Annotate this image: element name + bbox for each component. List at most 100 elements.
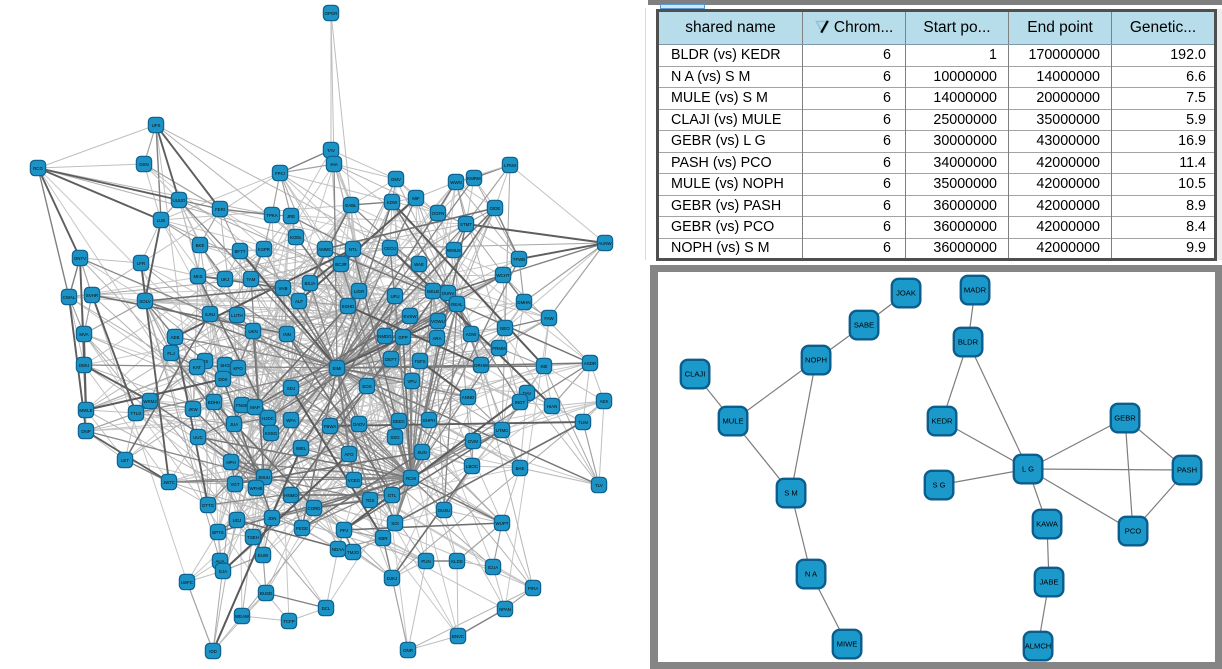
svg-text:WFA: WFA (286, 418, 296, 423)
svg-text:MIF: MIF (412, 196, 420, 201)
svg-text:AUNW: AUNW (598, 241, 612, 246)
svg-text:GHPH: GHPH (423, 418, 436, 423)
svg-text:NPAN: NPAN (499, 607, 511, 612)
svg-text:WFHB: WFHB (250, 486, 263, 491)
svg-text:OUNV: OUNV (442, 291, 455, 296)
svg-text:ANND: ANND (462, 395, 474, 400)
svg-text:HPH: HPH (226, 460, 235, 465)
svg-text:FBWA: FBWA (324, 424, 337, 429)
svg-text:ONR: ONR (403, 648, 413, 653)
svg-text:MVA: MVA (79, 332, 88, 337)
svg-text:LUTH: LUTH (231, 313, 242, 318)
svg-text:NOPH: NOPH (805, 356, 827, 365)
svg-text:IHA: IHA (330, 162, 337, 167)
svg-text:DVM: DVM (468, 439, 478, 444)
svg-text:LFKM: LFKM (504, 163, 516, 168)
svg-text:KSPR: KSPR (258, 247, 270, 252)
svg-text:SVHR: SVHR (86, 293, 98, 298)
svg-text:FERI: FERI (215, 207, 225, 212)
svg-text:MAP: MAP (250, 405, 260, 410)
svg-text:LUE: LUE (157, 218, 166, 223)
svg-text:VCEG: VCEG (348, 478, 361, 483)
svg-text:DMHN: DMHN (517, 300, 530, 305)
svg-text:ICUA: ICUA (488, 565, 499, 570)
svg-text:HIAN: HIAN (547, 404, 558, 409)
svg-text:PRMM: PRMM (492, 346, 506, 351)
svg-text:ALF: ALF (295, 299, 303, 304)
svg-text:CORD: CORD (308, 506, 321, 511)
svg-text:BNVC: BNVC (452, 634, 464, 639)
svg-text:JOAK: JOAK (896, 289, 916, 298)
svg-text:MWLE: MWLE (79, 408, 92, 413)
svg-text:IWEL: IWEL (296, 446, 307, 451)
svg-text:JRE: JRE (287, 214, 295, 219)
svg-text:SUN: SUN (417, 450, 426, 455)
svg-text:HJDC: HJDC (262, 416, 274, 421)
svg-text:TMJO: TMJO (347, 550, 360, 555)
svg-text:TAV: TAV (327, 148, 335, 153)
svg-text:VPU: VPU (407, 379, 416, 384)
svg-text:EJA: EJA (219, 569, 227, 574)
svg-text:ASDR: ASDR (584, 361, 596, 366)
svg-text:OPGR: OPGR (325, 11, 338, 16)
svg-text:JMUU: JMUU (258, 475, 270, 480)
svg-text:KLDS: KLDS (451, 559, 463, 564)
svg-text:DEFT: DEFT (385, 357, 397, 362)
svg-text:DCL: DCL (322, 606, 331, 611)
svg-text:PASH: PASH (1177, 466, 1197, 475)
svg-text:VHB: VHB (278, 286, 287, 291)
svg-text:PIRA: PIRA (528, 586, 538, 591)
svg-text:OIDE: OIDE (490, 206, 501, 211)
svg-text:JUA: JUA (230, 422, 238, 427)
svg-text:LIGR: LIGR (354, 289, 364, 294)
svg-text:DJKJ: DJKJ (387, 576, 398, 581)
svg-text:AFG: AFG (344, 452, 354, 457)
svg-text:MIIS: MIIS (193, 274, 202, 279)
svg-text:CWAL: CWAL (63, 295, 76, 300)
svg-text:EUW: EUW (258, 553, 269, 558)
svg-text:EOS: EOS (362, 384, 371, 389)
svg-text:LWFC: LWFC (181, 580, 193, 585)
svg-text:SSG: SSG (390, 435, 400, 440)
svg-text:KSSG: KSSG (265, 431, 278, 436)
svg-text:INGT: INGT (515, 400, 526, 405)
svg-text:SABE: SABE (854, 321, 874, 330)
svg-text:FAW: FAW (544, 316, 554, 321)
svg-text:GEBR: GEBR (1114, 414, 1136, 423)
svg-text:MADR: MADR (964, 286, 987, 295)
svg-text:GMV: GMV (391, 177, 401, 182)
svg-text:FNSK: FNSK (236, 403, 248, 408)
svg-text:DEEC: DEEC (393, 419, 405, 424)
svg-text:JIS: JIS (202, 359, 208, 364)
svg-text:BLDR: BLDR (958, 338, 979, 347)
svg-text:WRMJ: WRMJ (143, 399, 156, 404)
svg-text:KODL: KODL (290, 235, 303, 240)
svg-text:HNMO: HNMO (284, 493, 298, 498)
svg-text:UKJ: UKJ (221, 277, 229, 282)
svg-text:NEO: NEO (500, 326, 510, 331)
svg-text:WUPT: WUPT (496, 521, 509, 526)
svg-text:DSN: DSN (139, 162, 148, 167)
svg-text:JABE: JABE (1040, 578, 1059, 587)
svg-text:UKN: UKN (248, 329, 257, 334)
svg-text:N A: N A (805, 570, 818, 579)
svg-text:JKW: JKW (188, 407, 198, 412)
svg-text:RCM: RCM (406, 476, 416, 481)
svg-text:BKE: BKE (196, 243, 205, 248)
svg-text:UFU: UFU (390, 294, 399, 299)
svg-text:JWTC: JWTC (163, 480, 175, 485)
svg-text:DDK: DDK (218, 377, 227, 382)
svg-text:WWN: WWN (450, 180, 461, 185)
svg-text:UUC: UUC (193, 435, 203, 440)
svg-text:SJNJ: SJNJ (205, 312, 216, 317)
svg-text:KDW: KDW (387, 200, 398, 205)
svg-text:CEOJ: CEOJ (384, 246, 396, 251)
svg-text:UTMC: UTMC (496, 428, 509, 433)
svg-text:ALMCH: ALMCH (1025, 642, 1052, 651)
svg-text:TPKA: TPKA (266, 213, 278, 218)
svg-text:REAL: REAL (451, 302, 463, 307)
svg-text:ONTV: ONTV (74, 256, 86, 261)
svg-text:KBR: KBR (378, 536, 387, 541)
svg-text:BAE: BAE (516, 466, 525, 471)
svg-text:WCHT: WCHT (496, 273, 509, 278)
